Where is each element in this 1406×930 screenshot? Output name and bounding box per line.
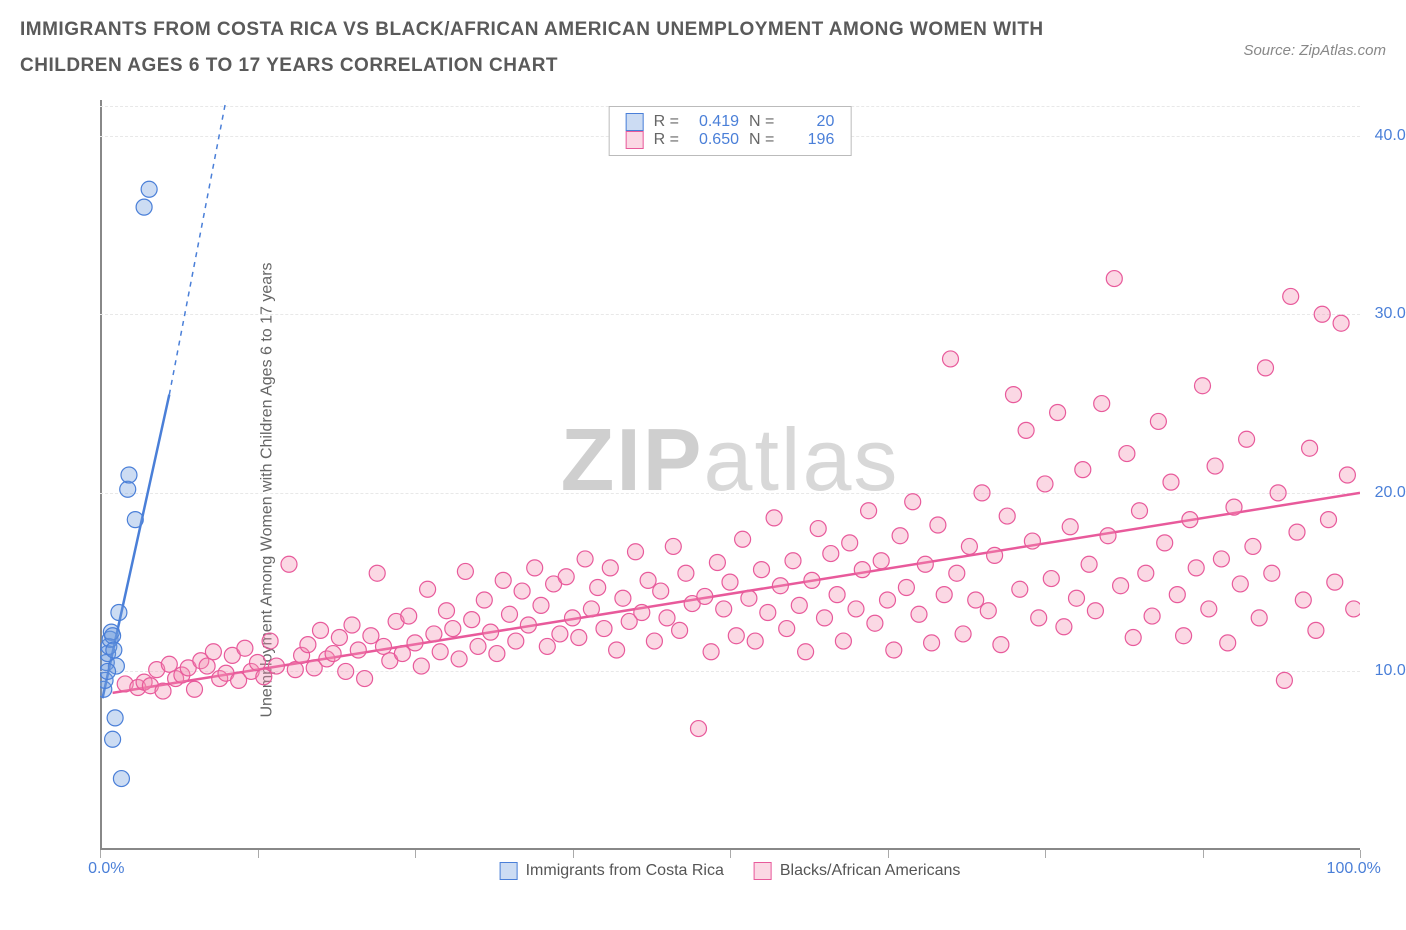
legend-R-value-2: 0.650 [689, 131, 739, 149]
legend-N-value-1: 20 [784, 113, 834, 131]
plot-area: R = 0.419 N = 20 R = 0.650 N = 196 ZIPat… [100, 100, 1360, 850]
swatch-pink [626, 131, 644, 149]
chart-svg [100, 100, 1360, 850]
y-tick-label: 10.0% [1375, 662, 1406, 680]
chart-title: IMMIGRANTS FROM COSTA RICA VS BLACK/AFRI… [20, 12, 1120, 84]
x-axis-legend: Immigrants from Costa Rica Blacks/Africa… [500, 862, 961, 880]
legend-row-series-2: R = 0.650 N = 196 [626, 131, 835, 149]
x-legend-label-2: Blacks/African Americans [780, 862, 961, 880]
legend-R-value-1: 0.419 [689, 113, 739, 131]
source-label: Source: ZipAtlas.com [1243, 42, 1386, 59]
legend-N-label: N = [749, 113, 774, 131]
x-legend-series-2: Blacks/African Americans [754, 862, 961, 880]
x-tick-left: 0.0% [88, 860, 124, 878]
plot-wrapper: Unemployment Among Women with Children A… [60, 100, 1380, 880]
x-tick-right: 100.0% [1327, 860, 1381, 878]
correlation-legend: R = 0.419 N = 20 R = 0.650 N = 196 [609, 106, 852, 156]
legend-N-label: N = [749, 131, 774, 149]
legend-row-series-1: R = 0.419 N = 20 [626, 113, 835, 131]
x-legend-label-1: Immigrants from Costa Rica [526, 862, 724, 880]
legend-R-label: R = [654, 131, 679, 149]
y-tick-label: 30.0% [1375, 305, 1406, 323]
swatch-blue [626, 113, 644, 131]
x-legend-series-1: Immigrants from Costa Rica [500, 862, 724, 880]
swatch-blue [500, 862, 518, 880]
y-tick-label: 20.0% [1375, 484, 1406, 502]
legend-N-value-2: 196 [784, 131, 834, 149]
y-tick-label: 40.0% [1375, 127, 1406, 145]
swatch-pink [754, 862, 772, 880]
legend-R-label: R = [654, 113, 679, 131]
